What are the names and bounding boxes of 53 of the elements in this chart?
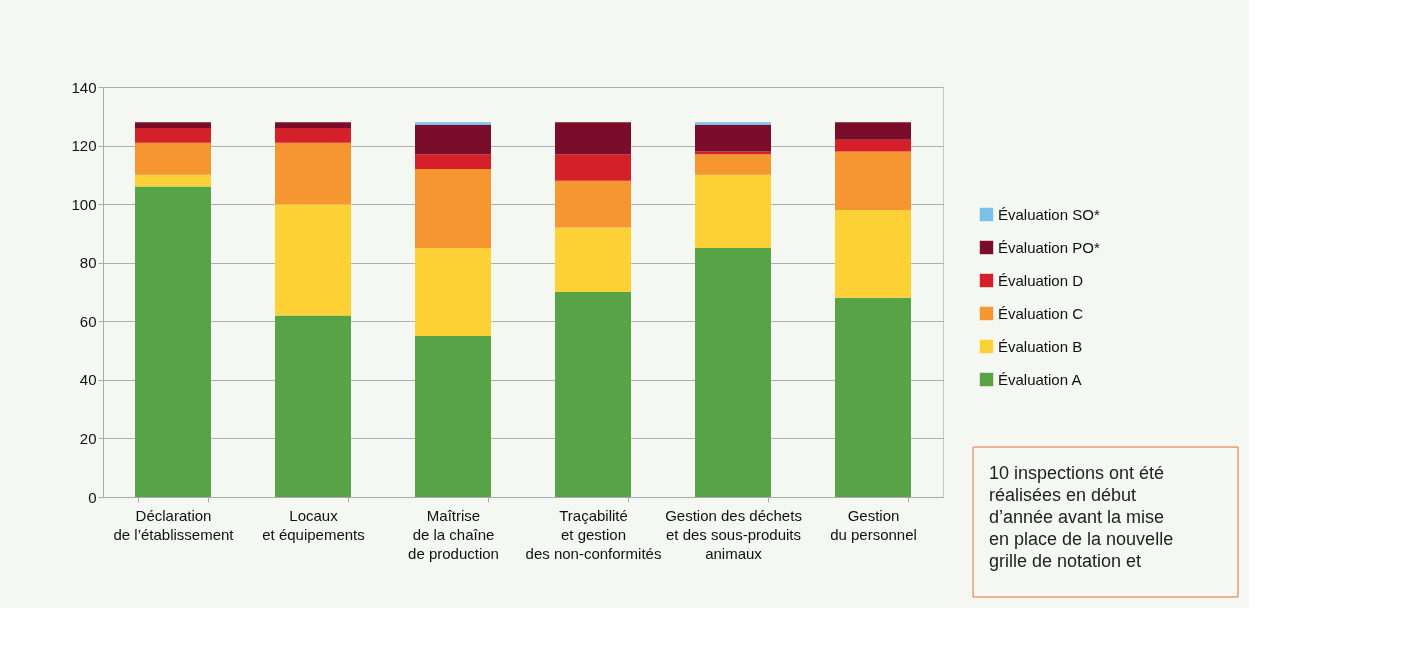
y-tick-label: 80 [79,254,97,272]
y-tick-label: 20 [79,429,97,447]
bar [275,122,351,128]
bar [135,128,211,143]
y-tick-label: 120 [71,137,97,155]
bar [275,128,351,143]
x-tick-label: Déclaration de l’établissement [113,506,235,543]
y-tick-label: 140 [71,78,97,96]
bar [415,169,491,249]
x-tick-label: Gestion des déchets et des sous-produits animaux [665,506,802,562]
bar [275,315,351,497]
x-tick-label: Locaux et équipements [262,506,365,543]
bar [555,180,631,228]
bar [695,174,771,249]
bar [275,142,351,205]
y-tick-label: 40 [79,371,97,389]
legend-label: Évaluation SO* [998,205,1100,223]
bar [835,122,911,140]
bar [135,142,211,175]
bar [835,151,911,210]
legend-label: Évaluation B [998,337,1083,355]
bar [835,139,911,152]
bar [695,122,771,126]
x-tick-label: Maîtrise de la chaîne de production [408,506,499,562]
bar [835,210,911,298]
x-tick-label: Traçabilité et gestion des non-conformités [525,506,662,562]
bar [695,151,771,155]
x-tick-label: Gestion du personnel [830,506,917,543]
bar [555,227,631,292]
text: 10 inspections ont été réalisées en début d’année avant la mise en place de la nouvelle grille de notation et [989,463,1174,571]
bar [275,204,351,316]
bar [135,186,211,497]
bar [695,154,771,175]
y-tick-label: 0 [88,488,97,506]
bar [555,122,631,155]
legend-label: Évaluation PO* [998,238,1100,256]
bar [415,125,491,155]
legend-label: Évaluation C [998,304,1084,322]
bar [695,248,771,497]
bar [555,292,631,497]
legend-label: Évaluation A [998,370,1082,388]
bar [555,154,631,181]
legend-label: Évaluation D [998,271,1084,289]
y-tick-label: 100 [71,195,97,213]
bar [835,297,911,497]
bar [695,125,771,152]
bar [415,154,491,169]
bar [135,174,211,187]
bar [135,122,211,128]
y-tick-label: 60 [79,312,97,330]
bar [415,248,491,336]
bar [415,335,491,497]
bar [415,122,491,126]
